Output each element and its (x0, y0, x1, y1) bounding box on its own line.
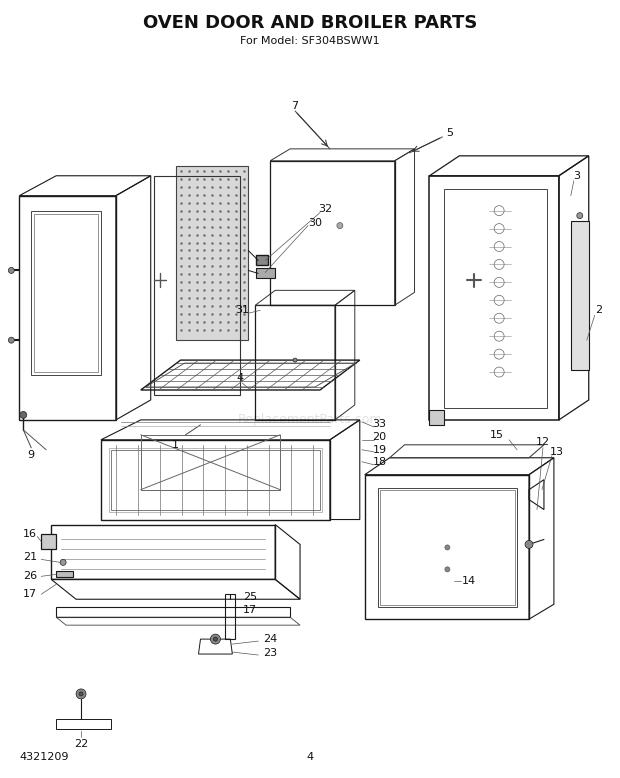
Polygon shape (41, 534, 56, 549)
Text: 21: 21 (24, 552, 37, 562)
Text: 5: 5 (446, 128, 453, 138)
Text: 20: 20 (373, 432, 387, 442)
Text: ReplacementParts.com: ReplacementParts.com (237, 413, 383, 426)
Text: 2: 2 (595, 305, 602, 315)
Text: 25: 25 (243, 592, 257, 602)
Text: For Model: SF304BSWW1: For Model: SF304BSWW1 (240, 37, 380, 46)
Text: 31: 31 (236, 305, 249, 315)
Circle shape (76, 689, 86, 699)
Text: 26: 26 (24, 571, 37, 581)
Text: 12: 12 (536, 436, 550, 447)
Text: 19: 19 (373, 445, 387, 455)
Text: 33: 33 (373, 419, 387, 429)
Text: 18: 18 (373, 457, 387, 467)
Text: 32: 32 (318, 204, 332, 214)
Text: 4321209: 4321209 (19, 752, 69, 762)
Circle shape (293, 358, 297, 362)
Polygon shape (571, 221, 589, 370)
Text: 17: 17 (24, 589, 37, 599)
Circle shape (79, 692, 83, 696)
Circle shape (525, 541, 533, 548)
Circle shape (210, 634, 220, 644)
Text: 9: 9 (28, 450, 35, 460)
Circle shape (213, 637, 218, 641)
Text: 13: 13 (550, 447, 564, 457)
Circle shape (60, 559, 66, 566)
Text: 15: 15 (490, 429, 504, 440)
Text: 17: 17 (243, 605, 257, 615)
Circle shape (577, 212, 583, 219)
Text: 24: 24 (263, 634, 277, 644)
Circle shape (20, 412, 27, 419)
Text: 30: 30 (308, 218, 322, 228)
Text: 23: 23 (263, 648, 277, 658)
Text: 16: 16 (24, 530, 37, 539)
Polygon shape (256, 255, 268, 265)
Text: 4: 4 (237, 373, 244, 383)
Polygon shape (256, 268, 275, 279)
Circle shape (8, 268, 14, 273)
Text: 4: 4 (306, 752, 314, 762)
Text: 14: 14 (463, 576, 476, 587)
Circle shape (337, 223, 343, 229)
Text: 22: 22 (74, 739, 88, 748)
Circle shape (8, 337, 14, 343)
Polygon shape (430, 410, 445, 425)
Text: 3: 3 (574, 170, 580, 180)
Polygon shape (56, 571, 73, 577)
Circle shape (445, 567, 450, 572)
Circle shape (445, 545, 450, 550)
Text: 1: 1 (172, 440, 179, 450)
Text: 7: 7 (291, 101, 299, 111)
Polygon shape (175, 166, 248, 340)
Text: OVEN DOOR AND BROILER PARTS: OVEN DOOR AND BROILER PARTS (143, 14, 477, 33)
